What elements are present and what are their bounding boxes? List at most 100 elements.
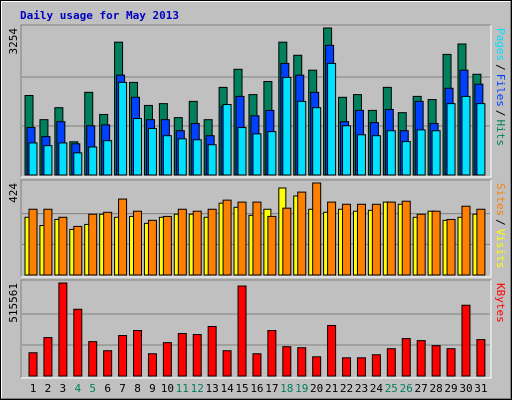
bar <box>28 208 38 276</box>
bar <box>147 353 157 377</box>
bar <box>371 203 381 276</box>
y-tick-label: 424 <box>7 183 20 203</box>
bar <box>147 219 157 276</box>
bar <box>222 350 232 377</box>
legend-entry: Visits <box>494 229 507 269</box>
x-tick-label: 13 <box>206 382 219 395</box>
chart-title: Daily usage for May 2013 <box>20 9 179 22</box>
bar <box>461 95 471 176</box>
x-tick-label: 22 <box>340 382 353 395</box>
x-tick-label: 23 <box>355 382 368 395</box>
x-tick-label: 30 <box>459 382 472 395</box>
x-tick-label: 15 <box>235 382 248 395</box>
x-tick-label: 7 <box>119 382 126 395</box>
x-tick-label: 18 <box>280 382 293 395</box>
bevel <box>20 179 491 277</box>
x-tick-label: 29 <box>444 382 457 395</box>
bevel <box>20 24 491 177</box>
x-tick-label: 21 <box>325 382 338 395</box>
bar <box>177 208 187 276</box>
bar <box>476 103 486 176</box>
bar <box>297 191 307 276</box>
bar <box>207 325 217 377</box>
bar <box>43 337 53 377</box>
y-tick-label: 515561 <box>7 283 20 323</box>
x-tick-label: 28 <box>429 382 442 395</box>
bar <box>58 142 68 176</box>
x-tick-label: 31 <box>474 382 487 395</box>
bar <box>356 134 366 176</box>
bar <box>386 348 396 377</box>
bar <box>312 356 322 377</box>
bar <box>88 146 98 176</box>
bar <box>177 138 187 176</box>
bar <box>207 144 217 176</box>
x-tick-label: 19 <box>295 382 308 395</box>
bar <box>58 282 68 377</box>
bar <box>312 182 322 276</box>
bar <box>342 125 352 176</box>
x-tick-label: 20 <box>310 382 323 395</box>
bar <box>282 346 292 377</box>
bar <box>58 216 68 276</box>
bar <box>476 208 486 276</box>
bar <box>118 198 128 276</box>
x-tick-label: 9 <box>149 382 156 395</box>
bar <box>327 201 337 276</box>
bar <box>356 357 366 377</box>
bar <box>327 62 337 176</box>
bar <box>88 341 98 377</box>
legend-entry: Sites <box>494 183 507 216</box>
bar <box>252 201 262 276</box>
bar <box>192 334 202 377</box>
bar <box>401 338 411 377</box>
x-tick-label: 14 <box>220 382 234 395</box>
bar <box>327 324 337 377</box>
bevel <box>21 25 492 178</box>
bar <box>103 211 113 276</box>
x-tick-label: 5 <box>89 382 96 395</box>
x-tick-label: 4 <box>74 382 81 395</box>
bar <box>133 330 143 377</box>
bar <box>222 199 232 276</box>
x-tick-label: 16 <box>250 382 263 395</box>
legend: KBytes <box>494 283 507 323</box>
bar <box>446 218 456 276</box>
x-tick-label: 12 <box>191 382 204 395</box>
bar <box>267 131 277 176</box>
bar <box>222 104 232 176</box>
bar <box>476 339 486 377</box>
bar <box>401 141 411 176</box>
bar <box>416 340 426 377</box>
bar <box>162 342 172 377</box>
bar <box>461 205 471 276</box>
bar <box>177 333 187 377</box>
bar <box>431 345 441 377</box>
bar <box>237 201 247 276</box>
bar <box>237 127 247 176</box>
bar <box>43 145 53 176</box>
bevel <box>21 280 492 379</box>
x-tick-label: 10 <box>161 382 174 395</box>
bar <box>192 139 202 176</box>
legend-entry: KBytes <box>494 283 507 323</box>
bar <box>386 201 396 276</box>
bar <box>192 210 202 276</box>
x-tick-label: 17 <box>265 382 278 395</box>
bar <box>267 330 277 377</box>
bar <box>446 103 456 176</box>
bar <box>282 76 292 176</box>
bar <box>267 215 277 276</box>
bar <box>103 350 113 377</box>
legend-entry: Pages <box>494 28 507 61</box>
bar <box>252 353 262 377</box>
bar <box>147 127 157 176</box>
bar <box>297 347 307 377</box>
x-tick-label: 1 <box>30 382 37 395</box>
bar <box>28 142 38 176</box>
legend-entry: Hits <box>494 120 507 147</box>
bar <box>416 213 426 276</box>
bar <box>446 348 456 377</box>
